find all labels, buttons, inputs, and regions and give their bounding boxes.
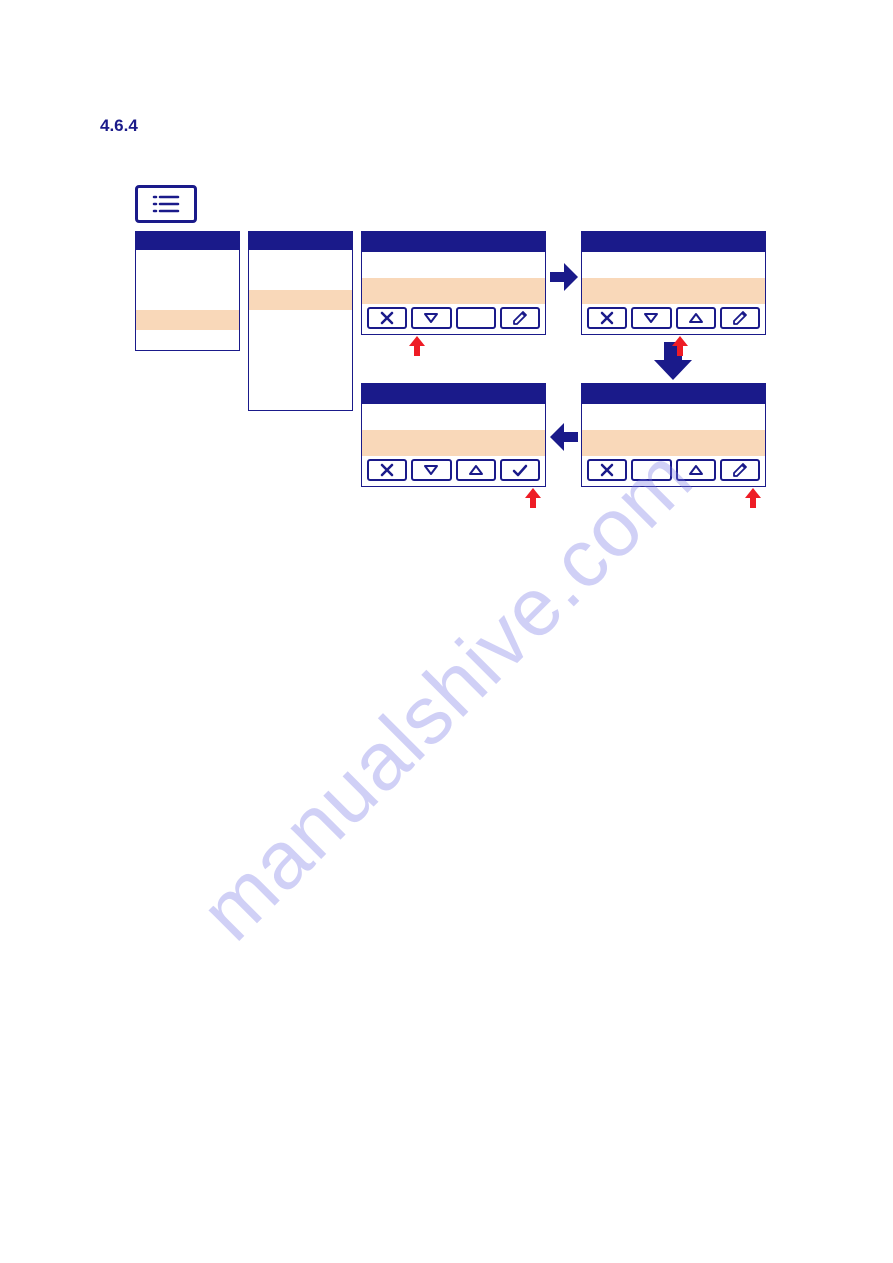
list-row-selected [136,310,239,330]
red-arrow-icon [672,336,688,356]
up-button[interactable] [456,459,496,481]
list-row-selected [362,278,545,304]
screen-wide-c [361,231,546,335]
list-row [362,404,545,430]
watermark-text: manualshive.com [182,431,710,959]
window-titlebar [362,384,545,404]
button-row [362,456,545,486]
window-titlebar [582,232,765,252]
list-row [249,390,352,410]
window-titlebar [249,232,352,250]
red-arrow-icon [745,488,761,508]
cancel-button[interactable] [367,459,407,481]
down-button[interactable] [411,459,451,481]
list-row [249,350,352,370]
cancel-button[interactable] [367,307,407,329]
red-arrow-icon [525,488,541,508]
screen-wide-f [361,383,546,487]
menu-icon [135,185,197,223]
flow-arrow-left-icon [548,420,580,454]
screen-small-a [135,231,240,351]
button-row [362,304,545,334]
list-row [249,270,352,290]
list-row-selected [362,430,545,456]
list-row [136,290,239,310]
list-row-selected [582,278,765,304]
manual-page: 4.6.4 [0,0,893,1263]
confirm-button[interactable] [500,459,540,481]
list-row [249,310,352,330]
list-row [249,370,352,390]
edit-button[interactable] [720,307,760,329]
list-row [249,330,352,350]
list-row [136,330,239,350]
list-row [582,252,765,278]
window-titlebar [136,232,239,250]
window-titlebar [362,232,545,252]
red-arrow-icon [409,336,425,356]
list-row-selected [249,290,352,310]
screen-wide-d [581,231,766,335]
list-row [582,404,765,430]
list-row [362,252,545,278]
button-row [582,304,765,334]
edit-button[interactable] [720,459,760,481]
cancel-button[interactable] [587,459,627,481]
screen-small-b [248,231,353,411]
up-button[interactable] [676,459,716,481]
cancel-button[interactable] [587,307,627,329]
blank-button[interactable] [456,307,496,329]
list-row-selected [582,430,765,456]
down-button[interactable] [631,307,671,329]
screen-wide-e [581,383,766,487]
section-number: 4.6.4 [100,116,138,136]
flow-arrow-right-icon [548,260,580,294]
up-button[interactable] [676,307,716,329]
window-titlebar [582,384,765,404]
blank-button[interactable] [631,459,671,481]
list-row [136,270,239,290]
down-button[interactable] [411,307,451,329]
button-row [582,456,765,486]
list-row [136,250,239,270]
list-row [249,250,352,270]
edit-button[interactable] [500,307,540,329]
